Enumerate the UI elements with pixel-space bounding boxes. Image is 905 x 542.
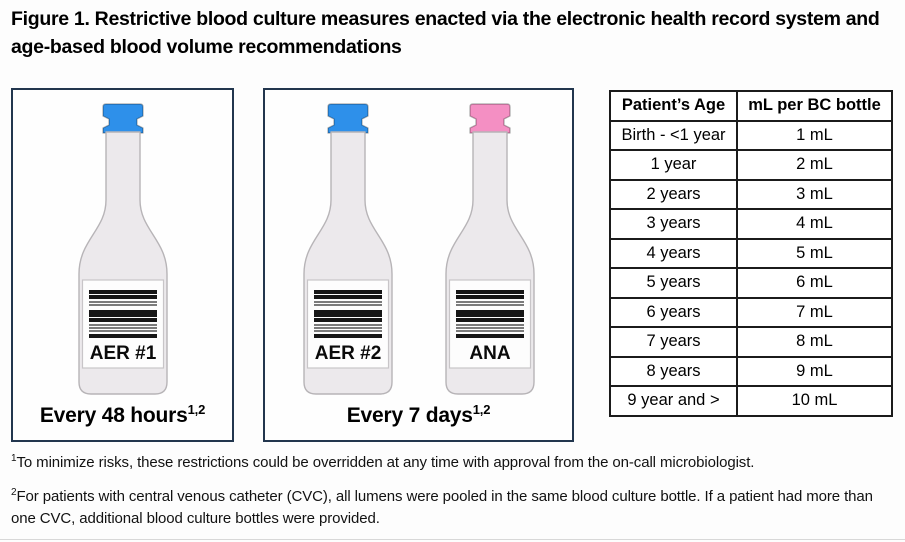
- age-cell: Birth - <1 year: [609, 119, 738, 151]
- age-cell: 3 years: [609, 208, 738, 240]
- blood-culture-bottle-aer2: AER #2: [302, 103, 393, 395]
- table-row: 7 years 8 mL: [609, 326, 893, 358]
- age-cell: 6 years: [609, 296, 738, 328]
- table-row: 1 year 2 mL: [609, 149, 893, 181]
- panel-every-48-hours: AER #1 Every 48 hours1,2: [11, 88, 234, 442]
- bottle-cap-icon: [326, 103, 369, 134]
- table-row: 8 years 9 mL: [609, 355, 893, 387]
- volume-cell: 4 mL: [736, 208, 893, 240]
- bottle-label-text: AER #2: [314, 343, 381, 364]
- volume-cell: 9 mL: [736, 355, 893, 387]
- bottles-row: AER #2 ANA: [302, 101, 536, 397]
- caption-text: Every 48 hours: [39, 404, 188, 427]
- barcode-icon: [455, 290, 524, 338]
- panel-every-7-days: AER #2 ANA: [263, 88, 574, 442]
- barcode-icon: [313, 290, 382, 338]
- footnotes: 1To minimize risks, these restrictions c…: [11, 451, 899, 531]
- barcode-icon: [88, 290, 157, 338]
- bottle-label-text: ANA: [469, 343, 510, 364]
- header-ml-per-bottle: mL per BC bottle: [736, 90, 893, 122]
- frequency-caption-48h: Every 48 hours1,2: [40, 402, 205, 428]
- table-row: 3 years 4 mL: [609, 208, 893, 240]
- age-cell: 7 years: [609, 326, 738, 358]
- age-volume-table: Patient’s Age mL per BC bottle Birth - <…: [609, 90, 893, 417]
- age-cell: 2 years: [609, 178, 738, 210]
- caption-text: Every 7 days: [346, 404, 473, 427]
- age-cell: 9 year and >: [609, 385, 738, 417]
- footnote-text: To minimize risks, these restrictions co…: [16, 454, 755, 471]
- volume-cell: 2 mL: [736, 149, 893, 181]
- bottle-cap-icon: [468, 103, 511, 134]
- age-cell: 1 year: [609, 149, 738, 181]
- volume-cell: 7 mL: [736, 296, 893, 328]
- bottle-label-text: AER #1: [89, 343, 156, 364]
- page-bottom-rule: [0, 539, 905, 540]
- volume-cell: 1 mL: [736, 119, 893, 151]
- table-row: 9 year and >10 mL: [609, 385, 893, 417]
- volume-cell: 8 mL: [736, 326, 893, 358]
- caption-superscript: 1,2: [472, 402, 491, 417]
- table-row: Birth - <1 year 1 mL: [609, 119, 893, 151]
- footnote-marker: 2: [11, 486, 17, 498]
- volume-cell: 5 mL: [736, 237, 893, 269]
- table-row: 2 years 3 mL: [609, 178, 893, 210]
- volume-cell: 6 mL: [736, 267, 893, 299]
- frequency-caption-7d: Every 7 days1,2: [347, 402, 491, 428]
- volume-cell: 3 mL: [736, 178, 893, 210]
- figure-title: Figure 1. Restrictive blood culture meas…: [11, 8, 880, 58]
- footnote-text: For patients with central venous cathete…: [11, 487, 873, 528]
- footnote-marker: 1: [11, 453, 17, 464]
- table-row: 5 years 6 mL: [609, 267, 893, 299]
- blood-culture-bottle-ana: ANA: [444, 103, 535, 395]
- table-row: 6 years 7 mL: [609, 296, 893, 328]
- footnote-2: 2For patients with central venous cathet…: [11, 485, 899, 531]
- age-cell: 4 years: [609, 237, 738, 269]
- blood-culture-bottle-aer1: AER #1: [77, 103, 168, 395]
- bottle-cap-icon: [101, 103, 144, 134]
- footnote-1: 1To minimize risks, these restrictions c…: [11, 451, 899, 475]
- age-cell: 5 years: [609, 267, 738, 299]
- caption-superscript: 1,2: [187, 402, 206, 417]
- age-cell: 8 years: [609, 355, 738, 387]
- table-row: 4 years 5 mL: [609, 237, 893, 269]
- header-patients-age: Patient’s Age: [609, 90, 738, 122]
- table-header-row: Patient’s Age mL per BC bottle: [609, 90, 893, 122]
- volume-cell: 10 mL: [736, 385, 893, 417]
